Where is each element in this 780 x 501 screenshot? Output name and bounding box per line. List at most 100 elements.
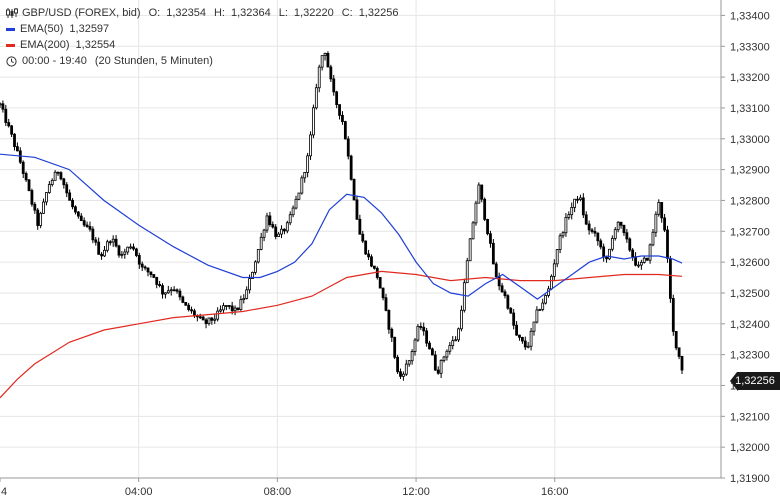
candle: [207, 317, 211, 326]
ema50-label: EMA(50): [20, 23, 64, 35]
candle: [74, 205, 77, 215]
candle: [436, 366, 440, 375]
candle: [349, 154, 353, 181]
candle: [358, 214, 362, 235]
candle: [352, 178, 356, 201]
candle: [277, 232, 281, 237]
candle: [628, 237, 632, 252]
low-label: L:: [278, 7, 288, 19]
candle: [283, 228, 286, 235]
candle: [390, 327, 394, 343]
candle: [4, 104, 8, 127]
candle: [201, 315, 205, 321]
candle: [605, 255, 608, 263]
instrument-name: GBP/USD (FOREX, bid): [22, 7, 141, 19]
candle: [581, 193, 585, 218]
candle: [137, 252, 141, 269]
candle: [0, 102, 2, 108]
candle: [280, 225, 283, 239]
last-price-value: 1,32256: [735, 375, 775, 387]
candle: [663, 213, 666, 233]
candle: [480, 184, 484, 203]
candle: [82, 217, 86, 227]
candle: [303, 171, 307, 183]
clock-icon: [6, 55, 17, 67]
candle: [433, 350, 437, 371]
candle: [85, 221, 89, 228]
candle: [544, 294, 547, 305]
candle: [59, 171, 63, 181]
candle: [584, 211, 588, 226]
ema200-value: 1,32554: [75, 39, 116, 51]
candle: [338, 104, 341, 120]
candle: [140, 261, 144, 272]
candle: [602, 243, 606, 262]
low-value: 1,32220: [293, 7, 334, 19]
candle: [497, 272, 501, 291]
candle: [88, 221, 92, 232]
candle: [36, 207, 40, 230]
candle: [309, 131, 312, 160]
candle: [634, 252, 637, 267]
candle: [671, 294, 675, 336]
candle: [114, 234, 118, 248]
candlestick-icon: [6, 8, 18, 18]
y-tick-label: 1,32100: [730, 411, 770, 423]
candle: [387, 309, 391, 334]
y-tick-label: 1,32800: [730, 195, 770, 207]
candle: [407, 360, 411, 367]
candle: [587, 220, 591, 235]
candle: [494, 261, 498, 279]
candle: [457, 327, 460, 342]
chart-legend: GBP/USD (FOREX, bid) O: 1,32354 H: 1,323…: [6, 5, 398, 69]
candle: [24, 171, 28, 182]
candle: [190, 306, 193, 314]
candle: [448, 341, 452, 355]
candle: [291, 205, 295, 218]
candle: [378, 277, 382, 289]
x-tick-label: 16:00: [541, 486, 569, 498]
candle: [558, 233, 562, 254]
y-tick-label: 1,32400: [730, 319, 770, 331]
candle: [39, 211, 43, 229]
price-axis[interactable]: 1,319001,320001,321001,322001,323001,324…: [721, 10, 770, 485]
x-tick-label: 04:00: [125, 486, 153, 498]
time-axis[interactable]: 4 04:00 08:00 12:00 16:00: [0, 478, 569, 498]
candle: [259, 232, 263, 251]
candle: [413, 338, 417, 356]
candle: [103, 246, 106, 258]
candle: [654, 211, 658, 237]
candle: [608, 248, 611, 261]
candle: [651, 228, 655, 247]
candle: [550, 274, 553, 291]
candle: [129, 243, 132, 250]
candle: [564, 213, 568, 237]
time-range-row: 00:00 - 19:40 (20 Stunden, 5 Minuten): [6, 53, 398, 69]
ema50-value: 1,32597: [69, 23, 110, 35]
candle: [134, 247, 138, 258]
candle: [384, 293, 388, 312]
candle: [68, 189, 72, 201]
ema50-swatch: [6, 27, 15, 31]
candle: [1, 100, 5, 113]
legend-item-ema200[interactable]: EMA(200) 1,32554: [6, 37, 398, 53]
candle: [642, 256, 646, 264]
candle: [367, 249, 370, 261]
candle: [120, 250, 124, 259]
ema200-line: [0, 270, 683, 399]
y-tick-label: 1,33000: [730, 134, 770, 146]
candle: [460, 305, 463, 332]
candle: [33, 201, 37, 214]
candle: [541, 298, 545, 312]
candle: [622, 224, 626, 236]
candle: [97, 237, 101, 255]
candle: [361, 230, 365, 244]
candle: [166, 285, 170, 294]
candle: [561, 231, 565, 239]
candle: [532, 321, 536, 336]
candle: [677, 347, 681, 360]
candle: [314, 83, 318, 110]
candle: [56, 171, 60, 176]
legend-item-ema50[interactable]: EMA(50) 1,32597: [6, 21, 398, 37]
